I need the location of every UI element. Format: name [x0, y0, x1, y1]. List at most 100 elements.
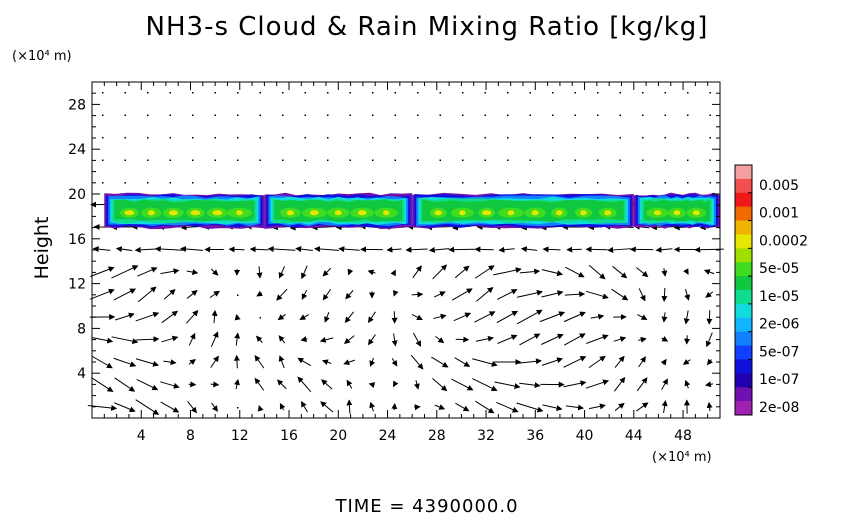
colorbar-swatch: [735, 262, 752, 277]
vector-dot: [259, 182, 261, 184]
wind-vector: [585, 379, 610, 389]
wind-vector: [498, 246, 515, 253]
vector-dot: [327, 92, 329, 94]
wind-vector: [137, 267, 158, 277]
x-tick-label: 24: [379, 428, 397, 444]
vector-dot: [169, 114, 171, 116]
wind-vector: [300, 336, 308, 343]
vector-dot: [237, 294, 239, 296]
wind-vector: [636, 402, 649, 412]
wind-vector: [347, 268, 354, 276]
wind-vector: [91, 377, 114, 392]
wind-vector: [391, 357, 398, 367]
wind-vector: [321, 359, 332, 366]
wind-vector: [344, 311, 355, 324]
wind-vector: [367, 334, 376, 346]
vector-field: [87, 92, 724, 415]
vector-dot: [214, 92, 216, 94]
vector-dot: [372, 92, 374, 94]
wind-vector: [683, 310, 690, 325]
wind-vector: [497, 289, 518, 300]
vector-dot: [349, 159, 351, 161]
wind-vector: [655, 246, 673, 253]
vector-dot: [619, 182, 621, 184]
wind-vector: [314, 246, 340, 253]
vector-dot: [574, 182, 576, 184]
vector-dot: [439, 114, 441, 116]
x-tick-label: 36: [526, 428, 544, 444]
vector-dot: [192, 114, 194, 116]
colorbar: 0.005 0.001 0.0002 5e-05 1e-05 2e-06 5e-07 1e-0…: [734, 164, 808, 416]
colorbar-swatch: [735, 234, 752, 249]
wind-vector: [137, 286, 157, 303]
wind-vector: [160, 268, 180, 275]
wind-vector: [612, 265, 628, 279]
y-tick-label: 24: [68, 142, 86, 158]
wind-vector: [684, 289, 691, 301]
wind-vector: [563, 311, 586, 323]
vector-dot: [349, 92, 351, 94]
wind-vector: [188, 359, 196, 366]
wind-vector: [91, 337, 114, 344]
wind-vector: [660, 358, 667, 366]
cloud-mixing-ratio-field: [104, 192, 720, 230]
wind-vector: [345, 290, 354, 300]
vector-dot: [417, 182, 419, 184]
wind-vector: [585, 290, 609, 300]
cloud-core-high: [692, 210, 700, 216]
vector-dot: [102, 114, 104, 116]
wind-vector: [588, 403, 606, 410]
wind-vector: [295, 246, 313, 253]
x-tick-label: 20: [329, 428, 347, 444]
cloud-core-high: [334, 210, 342, 216]
wind-vector: [411, 313, 423, 321]
cloud-core-high: [673, 210, 681, 216]
wind-vector: [92, 246, 111, 253]
vector-dot: [529, 159, 531, 161]
vector-dot: [327, 114, 329, 116]
wind-vector: [706, 401, 713, 412]
wind-vector: [321, 379, 333, 390]
wind-vector: [255, 335, 263, 343]
wind-vector: [475, 335, 494, 342]
colorbar-swatch: [735, 401, 752, 416]
colorbar-label: 2e-06: [759, 317, 799, 333]
vector-dot: [687, 114, 689, 116]
wind-vector: [254, 377, 265, 391]
vector-dot: [237, 114, 239, 116]
colorbar-frame: [734, 164, 753, 416]
wind-vector: [613, 336, 627, 343]
wind-vector: [454, 357, 471, 367]
vector-dot: [417, 137, 419, 139]
vector-dot: [529, 182, 531, 184]
wind-vector: [163, 359, 177, 366]
wind-vector: [475, 400, 495, 414]
wind-vector: [704, 381, 714, 388]
wind-vector: [590, 313, 605, 320]
wind-vector: [256, 290, 263, 297]
vector-dot: [619, 92, 621, 94]
wind-vector: [254, 355, 265, 369]
vector-dot: [192, 137, 194, 139]
x-axis-unit: (×10⁴ m): [652, 450, 712, 465]
vector-dot: [597, 137, 599, 139]
vector-dot: [642, 114, 644, 116]
wind-vector: [661, 268, 668, 277]
cloud-core-high: [357, 210, 367, 216]
vector-dot: [124, 159, 126, 161]
vector-dot: [709, 92, 711, 94]
wind-vector: [180, 246, 203, 253]
wind-vector: [542, 404, 563, 411]
vector-dot: [709, 159, 711, 161]
cloud-core-high: [507, 210, 515, 216]
wind-vector: [405, 246, 428, 253]
wind-vector: [637, 314, 648, 320]
colorbar-label: 2e-08: [759, 400, 799, 416]
wind-vector: [113, 357, 137, 367]
colorbar-swatch: [735, 290, 752, 305]
wind-vector: [301, 289, 308, 300]
y-tick-label: 16: [68, 232, 86, 248]
wind-vector: [234, 332, 241, 346]
wind-vector: [448, 246, 475, 253]
wind-vector: [496, 310, 519, 324]
